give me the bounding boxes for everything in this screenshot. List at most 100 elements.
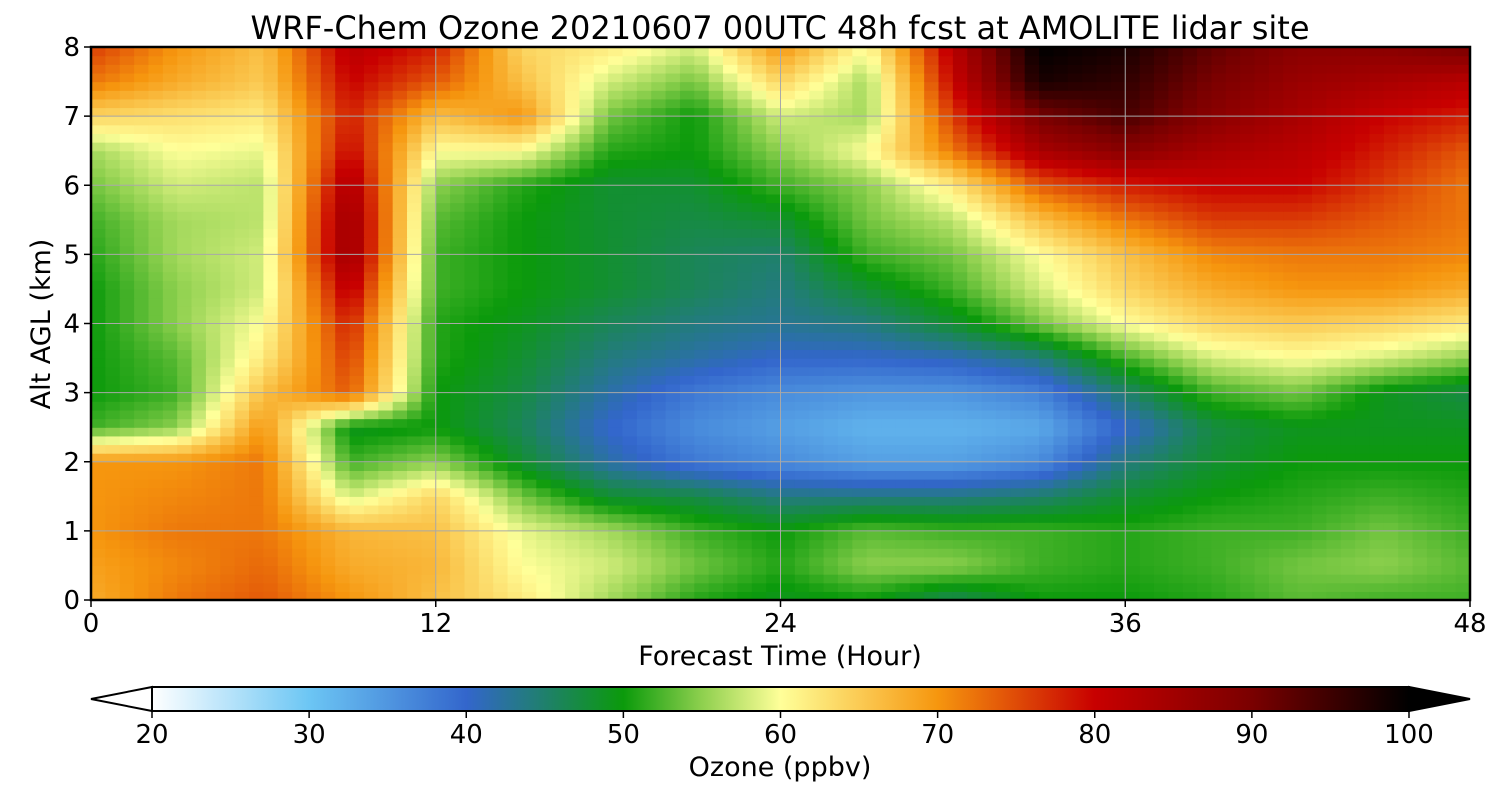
- heatmap-cell: [292, 453, 308, 463]
- heatmap-cell: [924, 237, 940, 247]
- heatmap-cell: [148, 297, 164, 307]
- heatmap-cell: [1268, 306, 1284, 316]
- heatmap-cell: [1441, 349, 1457, 359]
- heatmap-cell: [1211, 288, 1227, 299]
- heatmap-cell: [205, 193, 221, 204]
- heatmap-cell: [1197, 401, 1213, 411]
- heatmap-cell: [622, 263, 638, 273]
- heatmap-cell: [1024, 479, 1040, 489]
- heatmap-cell: [1340, 375, 1356, 385]
- heatmap-cell: [1096, 392, 1112, 402]
- heatmap-cell: [938, 271, 954, 281]
- heatmap-cell: [335, 263, 351, 273]
- heatmap-cell: [507, 314, 523, 325]
- heatmap-cell: [809, 504, 825, 515]
- heatmap-cell: [1240, 461, 1256, 471]
- heatmap-cell: [708, 219, 724, 230]
- heatmap-cell: [1297, 211, 1313, 221]
- heatmap-cell: [751, 582, 767, 592]
- heatmap-cell: [694, 539, 710, 549]
- heatmap-cell: [794, 219, 810, 230]
- heatmap-cell: [191, 150, 207, 160]
- heatmap-cell: [881, 539, 897, 549]
- heatmap-cell: [234, 349, 250, 359]
- heatmap-cell: [952, 271, 968, 281]
- heatmap-cell: [1039, 358, 1055, 368]
- heatmap-cell: [651, 159, 667, 169]
- heatmap-cell: [378, 306, 394, 316]
- heatmap-cell: [507, 332, 523, 342]
- heatmap-cell: [737, 548, 753, 558]
- heatmap-cell: [924, 280, 940, 290]
- heatmap-cell: [622, 461, 638, 471]
- heatmap-cell: [220, 254, 236, 264]
- heatmap-cell: [1197, 167, 1213, 178]
- heatmap-cell: [1211, 271, 1227, 281]
- heatmap-cell: [1398, 401, 1414, 411]
- heatmap-cell: [349, 383, 365, 394]
- heatmap-cell: [665, 323, 681, 333]
- heatmap-cell: [450, 504, 466, 515]
- heatmap-cell: [378, 271, 394, 281]
- heatmap-cell: [737, 366, 753, 376]
- heatmap-cell: [1283, 487, 1299, 497]
- heatmap-cell: [1139, 401, 1155, 411]
- heatmap-cell: [550, 496, 566, 506]
- heatmap-cell: [407, 375, 422, 385]
- heatmap-cell: [1096, 461, 1112, 471]
- heatmap-cell: [177, 435, 193, 446]
- heatmap-cell: [1383, 479, 1399, 489]
- heatmap-cell: [723, 358, 738, 368]
- heatmap-cell: [1355, 453, 1371, 463]
- heatmap-cell: [191, 461, 207, 471]
- heatmap-cell: [881, 202, 897, 212]
- heatmap-cell: [1067, 167, 1083, 178]
- heatmap-cell: [1326, 556, 1342, 567]
- heatmap-cell: [550, 150, 566, 160]
- heatmap-cell: [119, 314, 135, 325]
- heatmap-cell: [162, 228, 178, 238]
- heatmap-cell: [1096, 150, 1112, 160]
- heatmap-cell: [622, 176, 638, 186]
- heatmap-cell: [1067, 297, 1083, 307]
- heatmap-cell: [579, 513, 595, 523]
- heatmap-cell: [1053, 522, 1069, 532]
- heatmap-cell: [1340, 176, 1356, 186]
- heatmap-cell: [881, 565, 897, 575]
- heatmap-cell: [277, 444, 293, 454]
- heatmap-cell: [593, 470, 609, 480]
- heatmap-cell: [809, 340, 825, 351]
- heatmap-cell: [1326, 271, 1342, 281]
- heatmap-cell: [636, 159, 652, 169]
- heatmap-cell: [1010, 366, 1026, 376]
- heatmap-cell: [579, 263, 595, 273]
- heatmap-cell: [349, 392, 365, 402]
- heatmap-cell: [306, 228, 322, 238]
- heatmap-cell: [407, 548, 422, 558]
- heatmap-cell: [608, 159, 624, 169]
- heatmap-cell: [1398, 409, 1414, 420]
- heatmap-cell: [1211, 375, 1227, 385]
- heatmap-cell: [91, 479, 106, 489]
- heatmap-cell: [780, 444, 796, 454]
- heatmap-cell: [1225, 375, 1241, 385]
- heatmap-cell: [995, 418, 1011, 428]
- heatmap-cell: [679, 211, 695, 221]
- heatmap-cell: [1182, 522, 1198, 532]
- heatmap-cell: [464, 383, 480, 394]
- heatmap-cell: [924, 245, 940, 255]
- heatmap-cell: [162, 530, 178, 541]
- heatmap-cell: [636, 539, 652, 549]
- heatmap-cell: [1283, 427, 1299, 437]
- heatmap-cell: [234, 401, 250, 411]
- heatmap-cell: [909, 332, 925, 342]
- heatmap-cell: [1182, 427, 1198, 437]
- heatmap-cell: [694, 332, 710, 342]
- heatmap-cell: [708, 358, 724, 368]
- heatmap-cell: [1096, 539, 1112, 549]
- heatmap-cell: [1110, 254, 1126, 264]
- heatmap-cell: [708, 591, 724, 601]
- heatmap-cell: [823, 202, 839, 212]
- heatmap-cell: [292, 383, 308, 394]
- heatmap-cell: [708, 254, 724, 264]
